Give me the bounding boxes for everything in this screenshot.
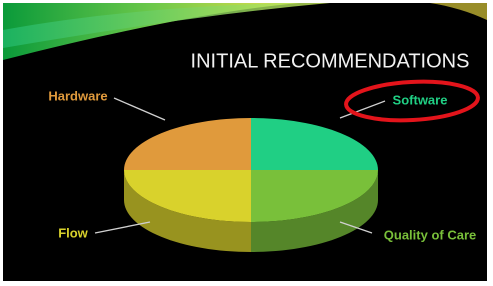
slice-label: Flow bbox=[58, 225, 88, 240]
slide: INITIAL RECOMMENDATIONS Software Quality … bbox=[0, 0, 493, 286]
slice-label: Quality of Care bbox=[384, 227, 476, 242]
slice-label: Software bbox=[393, 92, 448, 107]
chart-title: INITIAL RECOMMENDATIONS bbox=[191, 50, 470, 72]
page: {"chart_data": {"type": "pie", "title": … bbox=[0, 0, 493, 286]
pie bbox=[124, 118, 378, 252]
slice-label: Hardware bbox=[48, 88, 107, 103]
